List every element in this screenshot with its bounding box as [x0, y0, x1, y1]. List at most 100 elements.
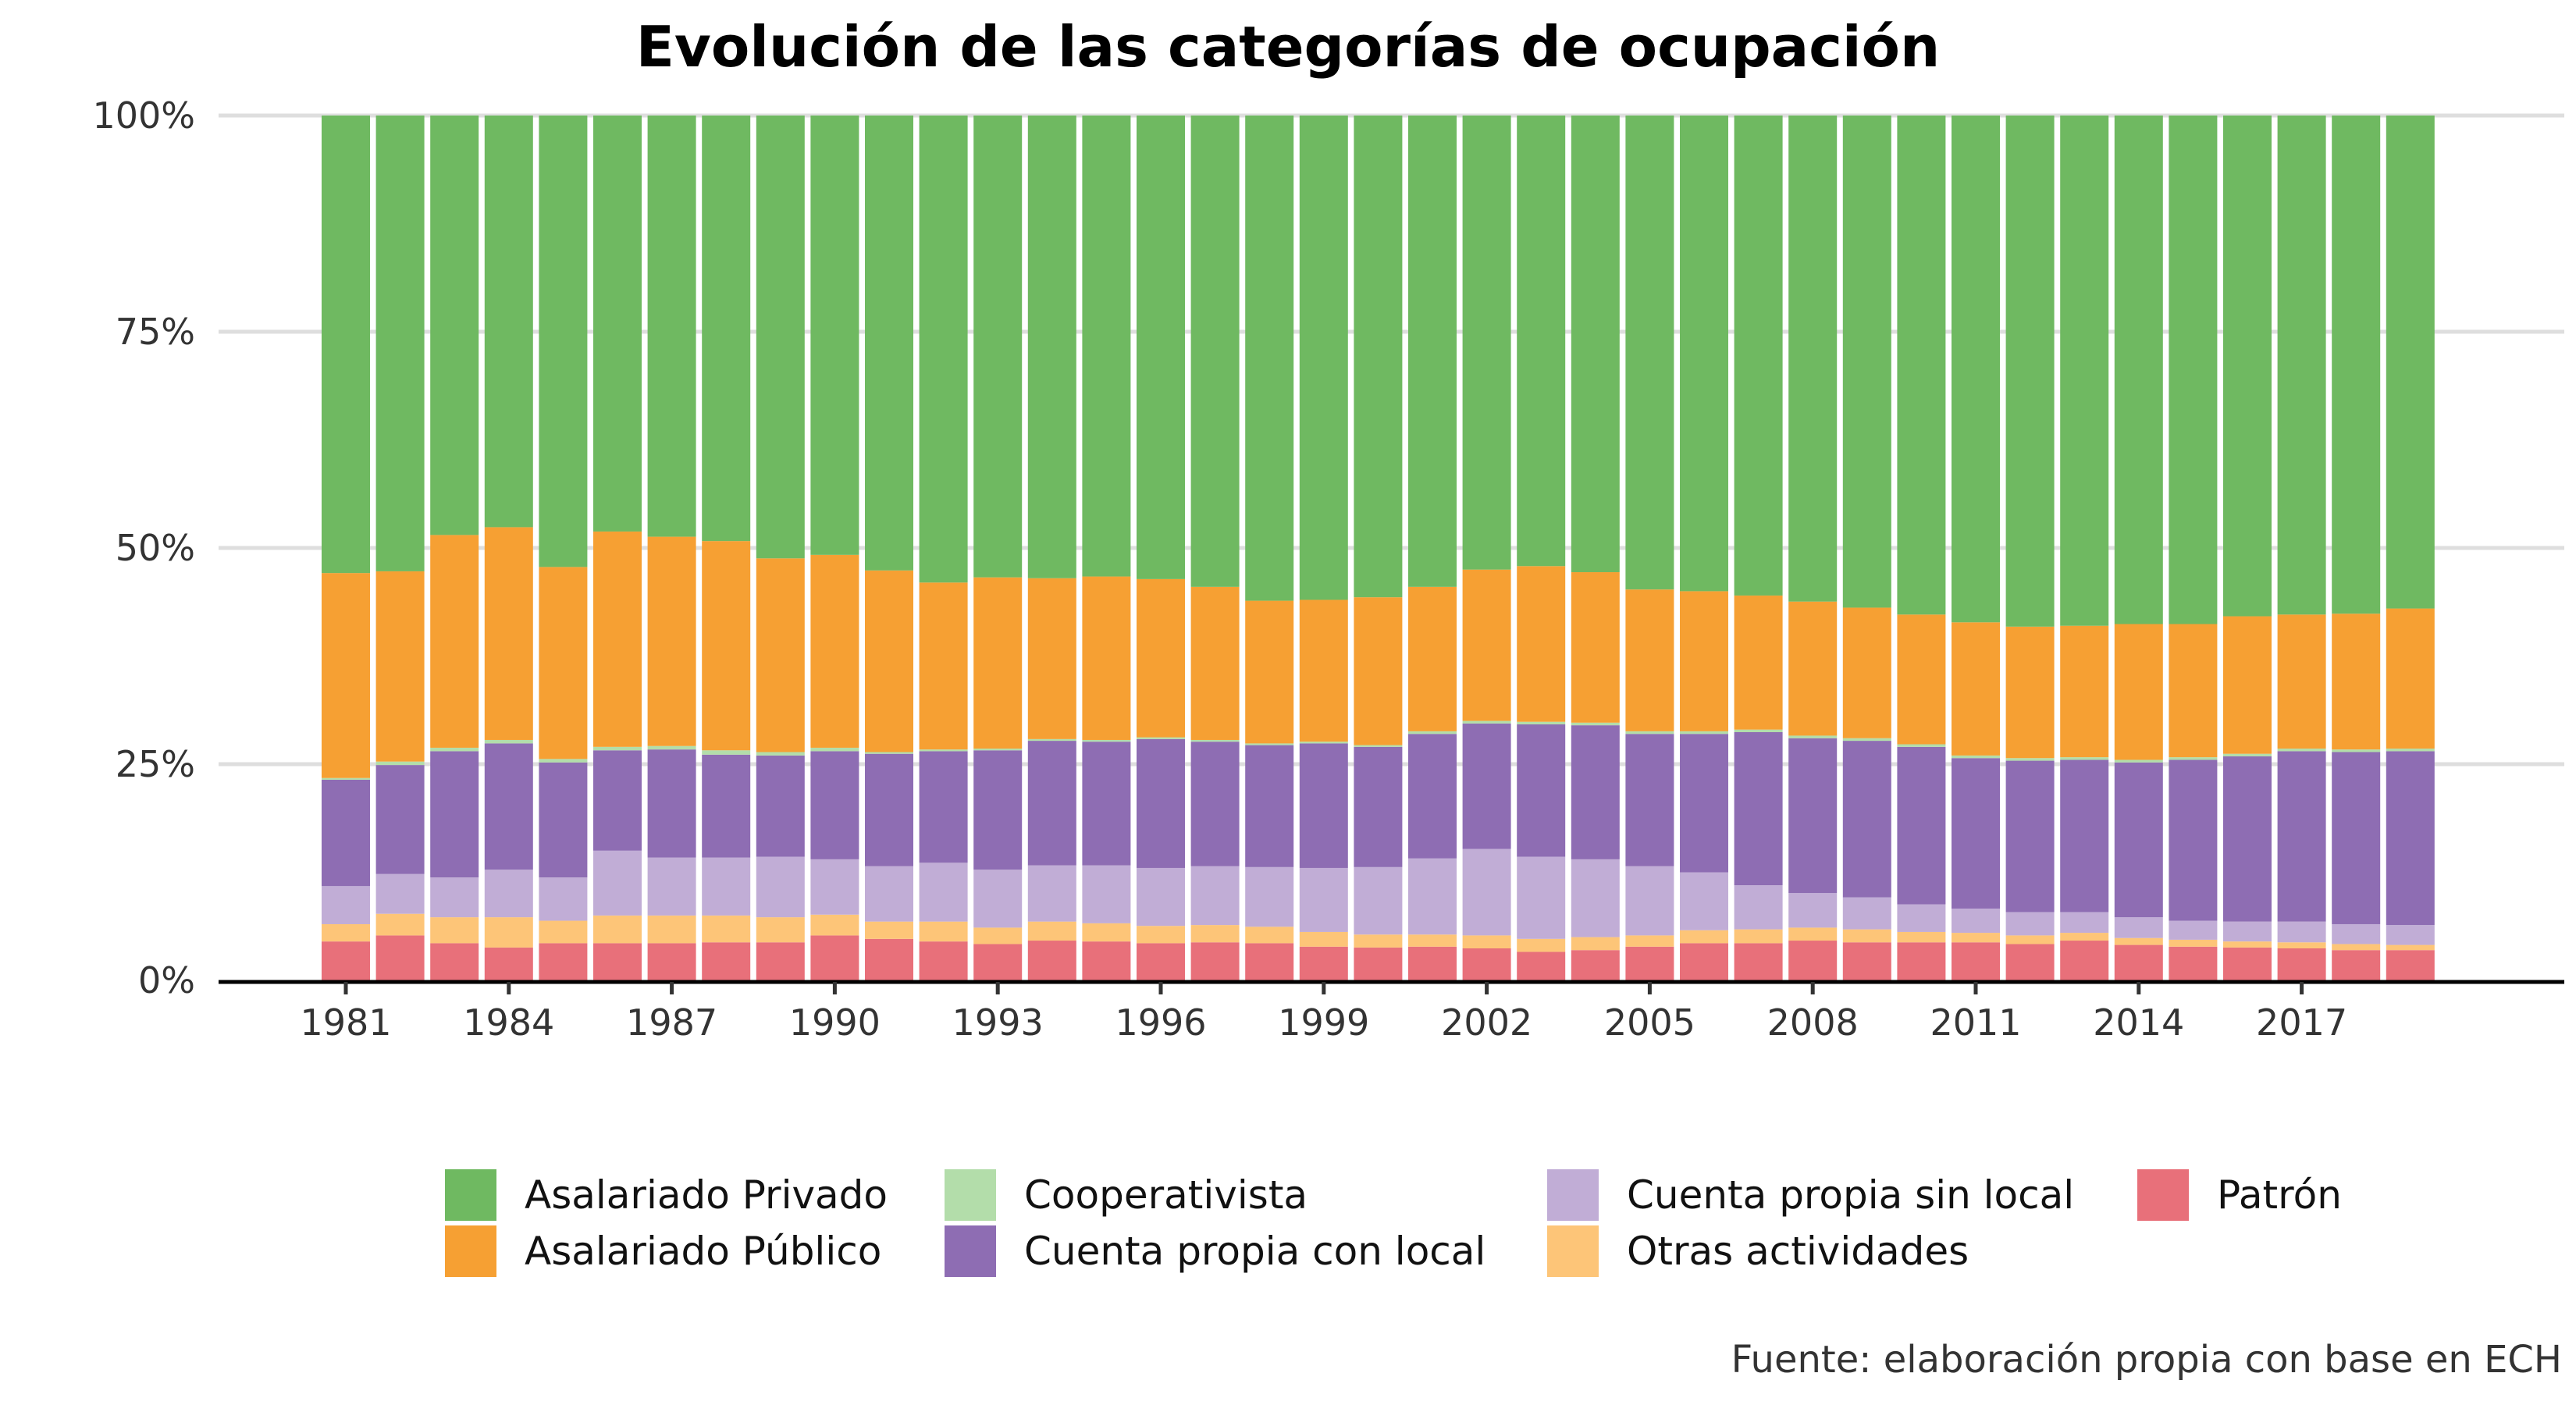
- bar-segment: [2060, 933, 2109, 941]
- legend-swatch: [1547, 1169, 1599, 1221]
- bar-segment: [702, 915, 751, 943]
- bar-segment: [1680, 116, 1728, 592]
- bar-segment: [1245, 116, 1294, 601]
- x-tick-label: 2005: [1604, 1001, 1695, 1044]
- bar-segment: [865, 753, 913, 866]
- bar-segment: [2005, 944, 2055, 980]
- bar-segment: [865, 866, 913, 922]
- bar-segment: [1462, 569, 1511, 721]
- bars: [322, 116, 2435, 980]
- bar-segment: [647, 943, 696, 980]
- bar-segment: [1788, 941, 1838, 980]
- bar-segment: [1625, 589, 1674, 731]
- bar-segment: [1897, 614, 1946, 745]
- bar-segment: [865, 938, 913, 980]
- bar-segment: [1462, 935, 1511, 949]
- bar-segment: [539, 567, 588, 759]
- bar-segment: [1517, 724, 1566, 857]
- bar-segment: [1788, 116, 1838, 602]
- bar-segment: [1027, 738, 1076, 742]
- bar-segment: [1027, 741, 1076, 866]
- bar-segment: [865, 752, 913, 754]
- bar-segment: [430, 116, 479, 535]
- bar-segment: [593, 746, 642, 751]
- bar-segment: [1027, 578, 1076, 739]
- bar-segment: [810, 859, 859, 915]
- y-tick-label: 100%: [92, 94, 195, 137]
- bar-segment: [1137, 578, 1185, 738]
- bar-segment: [1680, 872, 1728, 930]
- legend-item-cuenta-propia-sin-local: Cuenta propia sin local: [1547, 1169, 2074, 1221]
- bar-segment: [484, 116, 533, 528]
- bar-segment: [756, 558, 805, 752]
- legend-swatch: [445, 1225, 496, 1277]
- bar-segment: [2169, 116, 2218, 624]
- bar-segment: [702, 541, 751, 751]
- bar-segment: [2277, 921, 2326, 943]
- bar-segment: [1408, 946, 1457, 980]
- bar-segment: [1734, 595, 1783, 730]
- bar-segment: [1190, 739, 1240, 742]
- bar-segment: [919, 116, 968, 583]
- y-tick-label: 75%: [116, 311, 195, 353]
- bar-segment: [1462, 948, 1511, 980]
- bar-segment: [322, 573, 370, 778]
- bar-segment: [430, 877, 479, 918]
- bar-segment: [2277, 116, 2326, 615]
- bar-segment: [647, 915, 696, 944]
- bar-segment: [2332, 950, 2381, 980]
- bar-segment: [1027, 116, 1076, 578]
- bar-segment: [2223, 941, 2272, 948]
- bar-segment: [1517, 856, 1566, 939]
- bar-segment: [1517, 721, 1566, 725]
- bar-segment: [1625, 866, 1674, 936]
- bar-segment: [484, 527, 533, 740]
- bar-segment: [919, 863, 968, 922]
- bar-segment: [1842, 116, 1891, 608]
- bar-segment: [973, 116, 1023, 578]
- bar-segment: [973, 750, 1023, 870]
- bar-segment: [1082, 923, 1131, 942]
- bar-segment: [593, 850, 642, 916]
- bar-segment: [647, 536, 696, 746]
- bar-segment: [1137, 116, 1185, 579]
- bar-segment: [1299, 743, 1348, 868]
- bar-segment: [1354, 746, 1403, 867]
- bar-segment: [2223, 756, 2272, 922]
- x-tick-label: 1987: [626, 1001, 717, 1044]
- bar-segment: [1734, 729, 1783, 733]
- bar-segment: [1462, 848, 1511, 936]
- bar-segment: [484, 947, 533, 980]
- axes: 0% 25% 50% 75% 100% 1981 1984 1987 1990 1993 1996 1…: [92, 94, 2564, 1044]
- bar-segment: [810, 914, 859, 936]
- bar-segment: [2060, 757, 2109, 760]
- x-tick-label: 1981: [300, 1001, 391, 1044]
- x-tick-label: 2014: [2093, 1001, 2184, 1044]
- bar-segment: [322, 886, 370, 924]
- bar-segment: [973, 577, 1023, 749]
- bar-segment: [539, 877, 588, 921]
- bar-segment: [1354, 116, 1403, 598]
- bar-segment: [1571, 937, 1620, 951]
- bar-segment: [647, 749, 696, 858]
- bar-segment: [1245, 866, 1294, 927]
- bar-segment: [702, 116, 751, 542]
- bar-segment: [2332, 944, 2381, 951]
- bar-segment: [1571, 116, 1620, 573]
- bar-segment: [1952, 758, 2000, 909]
- bar-segment: [2114, 759, 2163, 763]
- bar-segment: [1571, 725, 1620, 859]
- bar-segment: [1625, 935, 1674, 947]
- legend-label: Asalariado Público: [525, 1229, 882, 1274]
- bar-segment: [1571, 572, 1620, 723]
- bar-segment: [1788, 738, 1838, 894]
- bar-segment: [375, 765, 425, 874]
- bar-segment: [2060, 941, 2109, 980]
- bar-segment: [2114, 624, 2163, 760]
- bar-segment: [1897, 746, 1946, 905]
- bar-segment: [919, 921, 968, 942]
- bar-segment: [973, 927, 1023, 944]
- bar-segment: [647, 745, 696, 750]
- bar-segment: [593, 750, 642, 851]
- bar-segment: [1952, 622, 2000, 756]
